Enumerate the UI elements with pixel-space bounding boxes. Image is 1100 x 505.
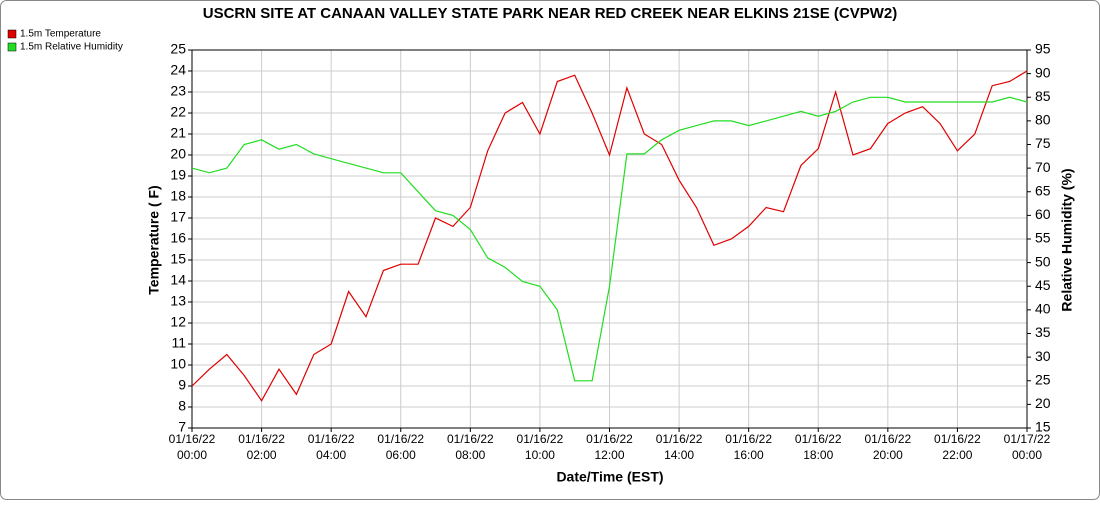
legend-swatch [7, 29, 17, 39]
y2-tick-label: 95 [1035, 41, 1051, 57]
x-tick-label: 01/16/22 18:00 [795, 432, 842, 462]
y-tick-label: 17 [170, 209, 186, 225]
x-tick-label: 01/16/22 04:00 [308, 432, 355, 462]
y2-tick-label: 75 [1035, 135, 1051, 151]
y-tick-label: 10 [170, 356, 186, 372]
y2-tick-label: 45 [1035, 277, 1051, 293]
y-tick-label: 18 [170, 188, 186, 204]
y2-tick-label: 90 [1035, 64, 1051, 80]
y-tick-label: 7 [178, 419, 186, 435]
x-tick-label: 01/17/22 00:00 [1004, 432, 1051, 462]
y-tick-label: 20 [170, 146, 186, 162]
y-tick-label: 16 [170, 230, 186, 246]
x-tick-label: 01/16/22 10:00 [517, 432, 564, 462]
x-tick-label: 01/16/22 20:00 [864, 432, 911, 462]
y2-tick-label: 25 [1035, 371, 1051, 387]
y-tick-label: 22 [170, 104, 186, 120]
x-tick-label: 01/16/22 00:00 [169, 432, 216, 462]
y2-tick-label: 70 [1035, 159, 1051, 175]
data-line [191, 96, 1028, 382]
y2-tick-label: 50 [1035, 253, 1051, 269]
x-tick-label: 01/16/22 02:00 [238, 432, 285, 462]
plot-border [191, 49, 1028, 429]
y-tick-label: 11 [171, 335, 186, 351]
y2-tick-label: 65 [1035, 182, 1051, 198]
y2-tick-label: 20 [1035, 395, 1051, 411]
y-tick-label: 19 [170, 167, 186, 183]
y-tick-label: 12 [170, 314, 186, 330]
chart-title: USCRN SITE AT CANAAN VALLEY STATE PARK N… [203, 5, 898, 22]
y2-tick-label: 80 [1035, 112, 1051, 128]
y-tick-label: 13 [170, 293, 186, 309]
y2-tick-label: 85 [1035, 88, 1051, 104]
y2-tick-label: 60 [1035, 206, 1051, 222]
y-tick-label: 15 [170, 251, 186, 267]
x-tick-label: 01/16/22 14:00 [656, 432, 703, 462]
legend-swatch [7, 42, 17, 52]
y-tick-label: 23 [170, 83, 186, 99]
y2-tick-label: 35 [1035, 324, 1051, 340]
y2-tick-label: 15 [1035, 419, 1051, 435]
x-axis-label: Date/Time (EST) [556, 469, 663, 485]
x-tick-label: 01/16/22 22:00 [934, 432, 981, 462]
x-tick-label: 01/16/22 12:00 [586, 432, 633, 462]
y-tick-label: 25 [170, 41, 186, 57]
y2-tick-label: 55 [1035, 230, 1051, 246]
y-tick-label: 9 [178, 377, 186, 393]
y-axis-label: Temperature ( F) [146, 185, 162, 294]
legend-label: 1.5m Temperature [20, 29, 101, 40]
x-tick-label: 01/16/22 06:00 [377, 432, 424, 462]
y-tick-label: 14 [170, 272, 186, 288]
y-tick-label: 8 [178, 398, 186, 414]
y-tick-label: 21 [170, 125, 186, 141]
y2-tick-label: 40 [1035, 301, 1051, 317]
data-line [191, 70, 1028, 402]
x-tick-label: 01/16/22 08:00 [447, 432, 494, 462]
y-tick-label: 24 [170, 62, 186, 78]
x-tick-label: 01/16/22 16:00 [725, 432, 772, 462]
legend-label: 1.5m Relative Humidity [20, 42, 123, 53]
y2-tick-label: 30 [1035, 348, 1051, 364]
y2-axis-label: Relative Humidity (%) [1059, 168, 1075, 311]
